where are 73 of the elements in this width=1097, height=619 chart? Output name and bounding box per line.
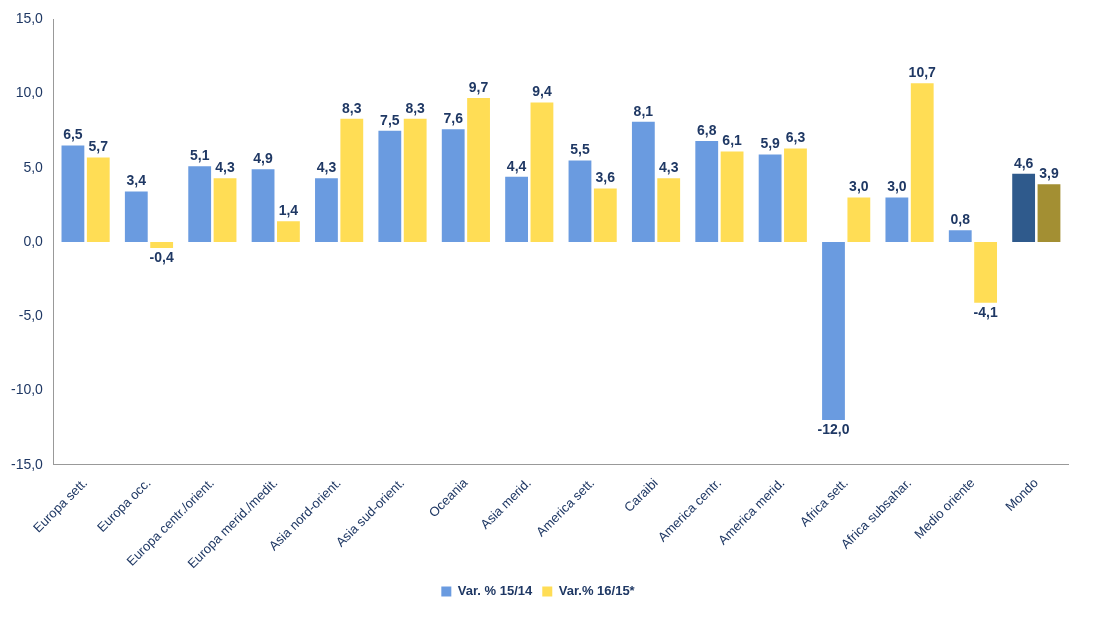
bar	[593, 188, 617, 243]
data-label: 3,6	[595, 169, 616, 186]
data-label: 1,4	[278, 202, 299, 219]
data-label: 4,3	[658, 159, 679, 176]
data-label: 4,6	[1013, 154, 1034, 171]
data-label: 5,7	[88, 138, 109, 155]
bar	[974, 242, 998, 303]
bar	[505, 176, 528, 243]
data-label: 0,8	[950, 211, 971, 228]
data-label: 4,3	[316, 159, 337, 176]
y-tick-label: 10,0	[15, 84, 44, 101]
data-label: 5,9	[760, 135, 781, 152]
bar	[441, 129, 465, 243]
data-label: 10,7	[908, 64, 937, 81]
bar	[86, 157, 110, 243]
data-label: 8,1	[633, 102, 654, 119]
bar	[188, 166, 212, 243]
y-tick-label: -15,0	[10, 455, 44, 472]
data-label: 7,6	[443, 110, 464, 127]
bar	[61, 145, 85, 243]
data-label: 5,1	[189, 147, 210, 164]
bar	[467, 98, 490, 243]
data-label: 5,5	[570, 141, 590, 158]
data-label: 3,9	[1039, 165, 1059, 181]
data-label: -12,0	[817, 420, 850, 437]
bar	[657, 178, 681, 243]
bar	[150, 242, 174, 248]
data-label: 6,5	[63, 126, 83, 143]
bar	[340, 118, 364, 243]
data-label: 6,3	[785, 129, 806, 146]
bar	[378, 130, 402, 243]
bar	[822, 242, 845, 421]
bar	[1037, 184, 1061, 243]
bar	[403, 118, 427, 243]
bar	[784, 148, 807, 243]
bar	[277, 221, 300, 243]
y-tick-label: 15,0	[15, 10, 44, 27]
legend-label: Var. % 15/14	[457, 583, 534, 599]
data-label: 4,3	[215, 159, 235, 176]
data-label: 3,0	[887, 178, 907, 195]
data-label: -4,1	[973, 303, 998, 320]
data-label: 8,3	[342, 99, 362, 116]
data-label: 7,5	[380, 111, 400, 128]
y-tick-label: -5,0	[18, 307, 44, 324]
bar	[910, 83, 934, 243]
bar	[251, 169, 275, 243]
data-label: -0,4	[149, 248, 174, 265]
y-tick-label: 0,0	[23, 232, 44, 249]
data-label: 3,0	[849, 178, 869, 195]
data-label: 4,9	[253, 150, 274, 167]
bar	[315, 178, 338, 243]
data-label: 9,7	[468, 78, 489, 95]
data-label: 4,4	[506, 157, 527, 174]
data-label: 3,4	[126, 172, 147, 189]
bar	[124, 191, 148, 243]
bar	[530, 102, 554, 243]
bar	[885, 197, 909, 243]
bar	[720, 151, 744, 243]
legend-label: Var.% 16/15*	[558, 583, 636, 599]
bar	[568, 160, 592, 243]
data-label: 8,3	[405, 99, 426, 116]
data-label: 9,4	[532, 83, 552, 100]
bar	[631, 121, 655, 243]
bar	[847, 197, 871, 243]
bar	[213, 178, 237, 243]
y-tick-label: -10,0	[10, 381, 44, 398]
y-tick-label: 5,0	[23, 158, 44, 175]
data-label: 6,1	[722, 132, 743, 149]
bar	[758, 154, 782, 243]
bar	[695, 141, 719, 243]
data-label: 6,8	[697, 121, 717, 138]
bar	[1012, 173, 1036, 243]
bar	[948, 230, 972, 243]
